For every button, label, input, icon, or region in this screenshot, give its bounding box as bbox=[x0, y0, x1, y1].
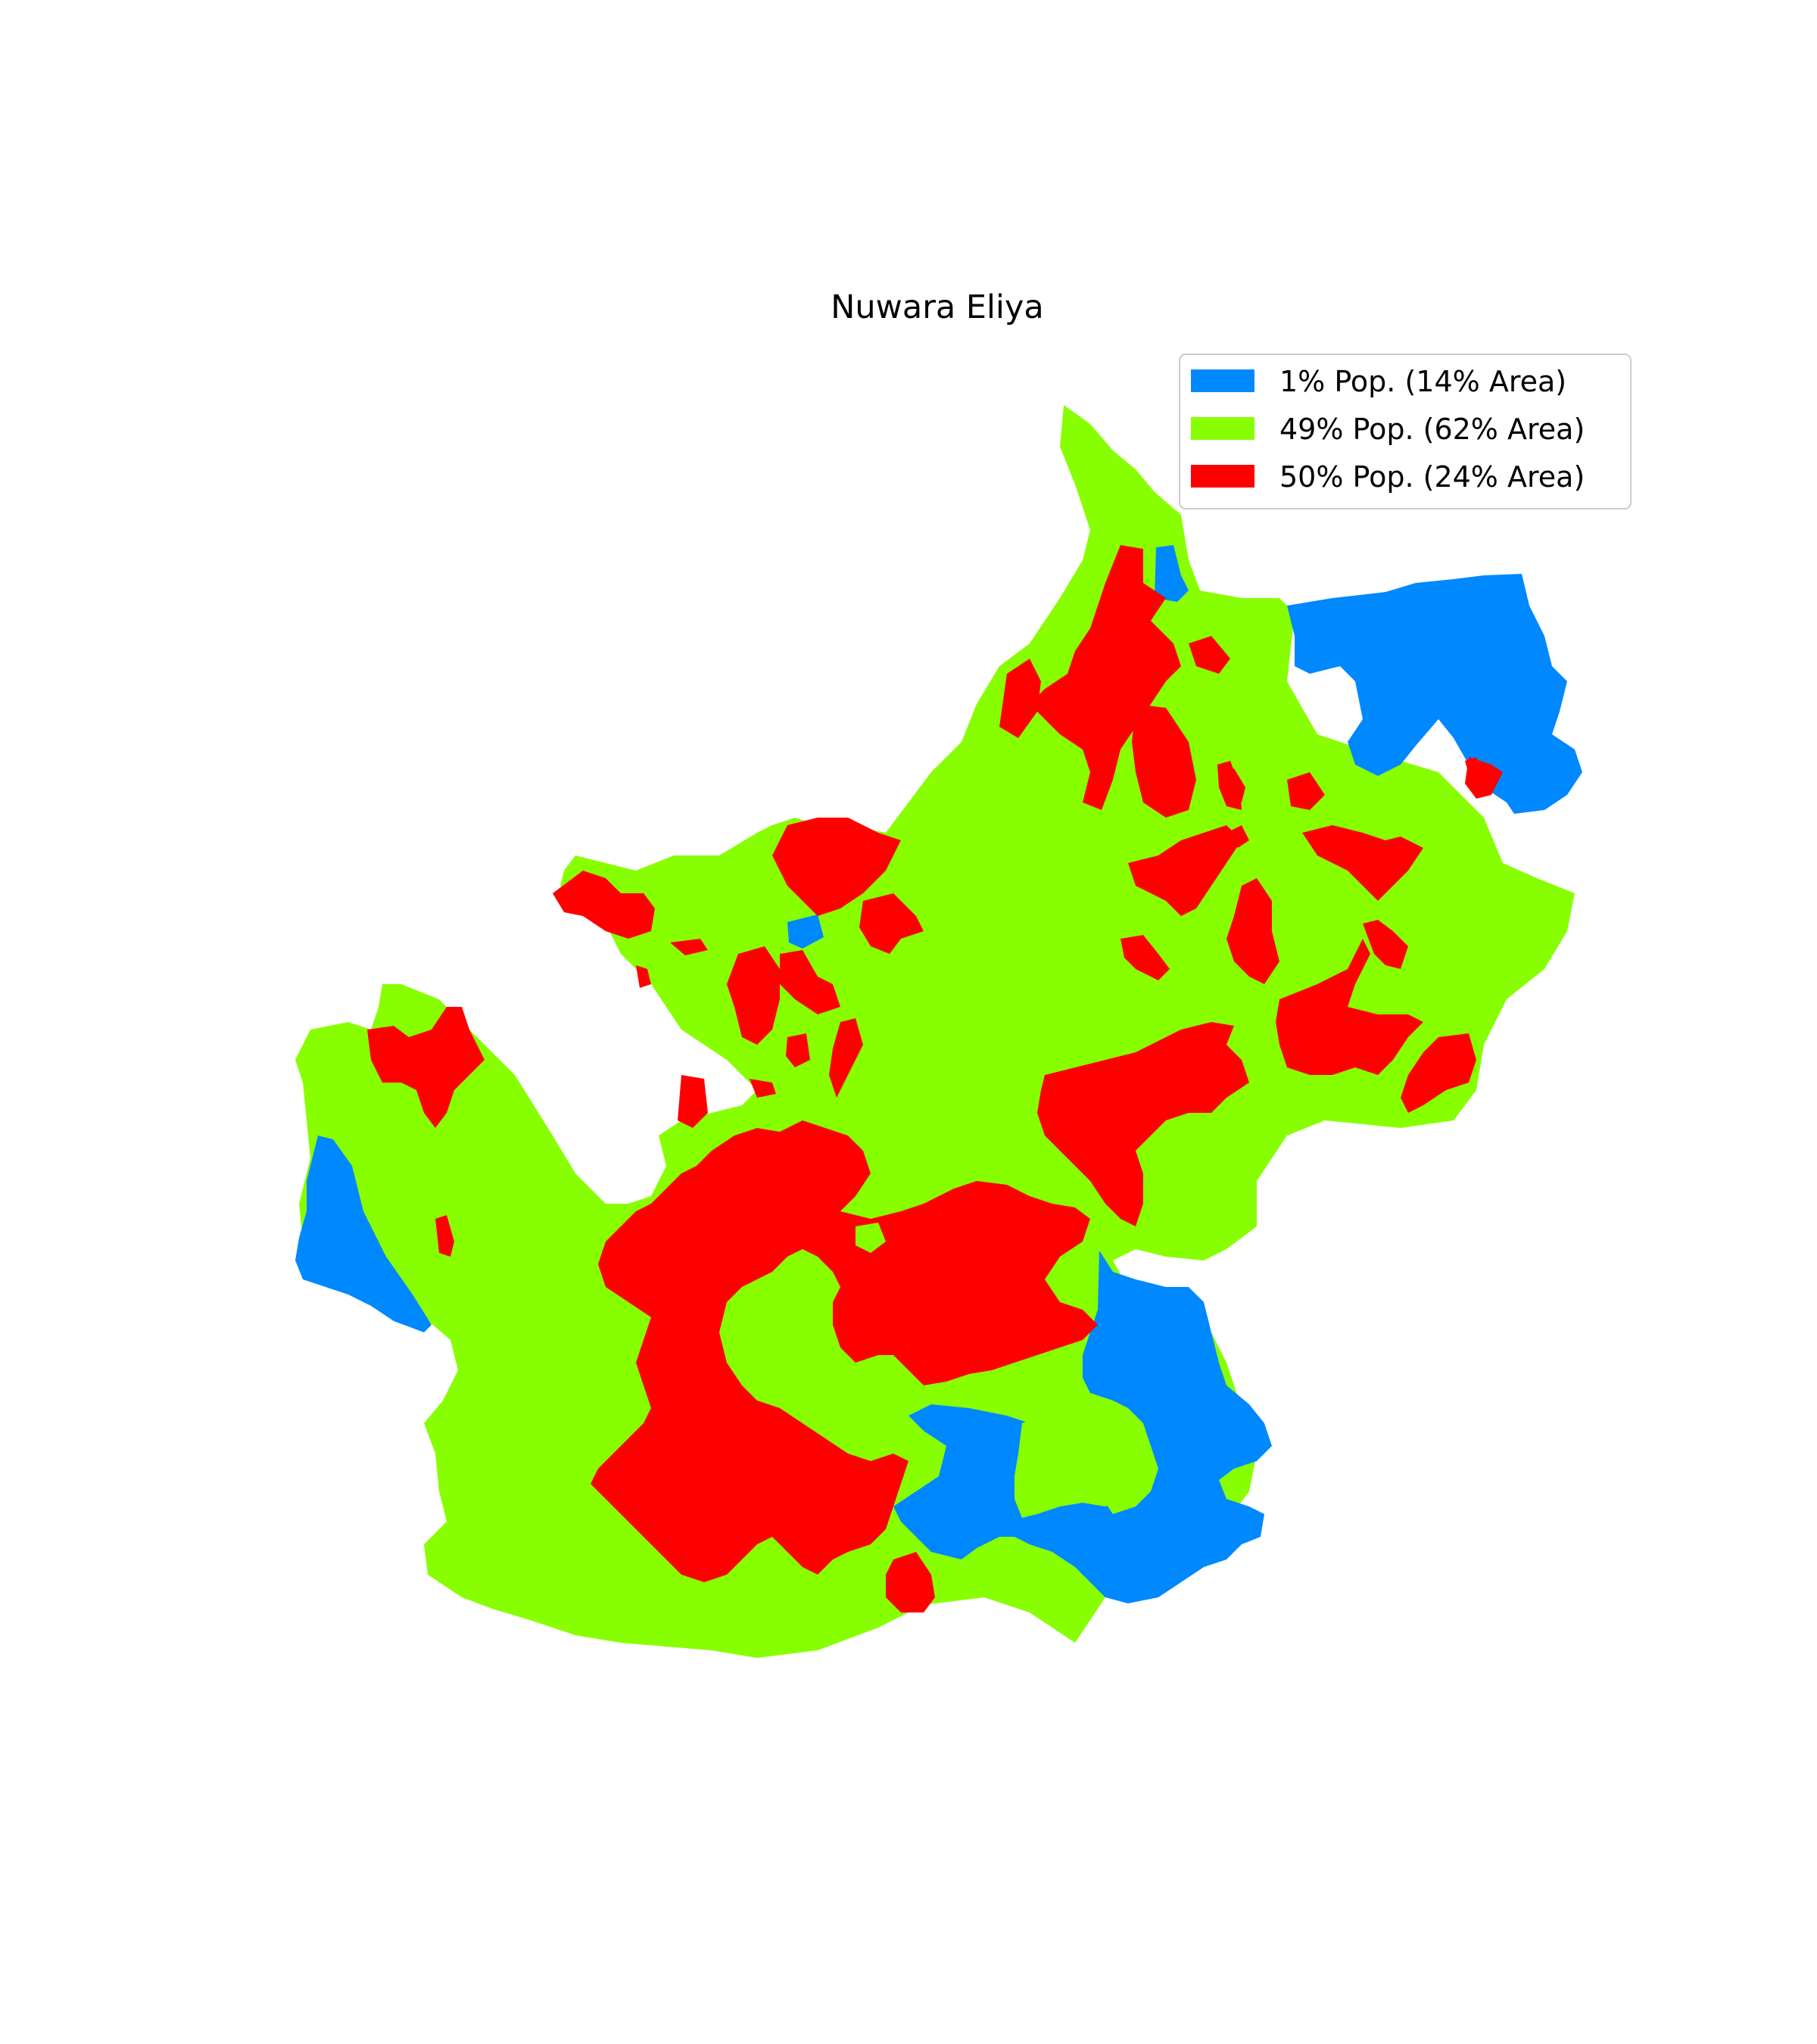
map-regions bbox=[295, 405, 1582, 1658]
region-red-north-small-a bbox=[1189, 636, 1230, 674]
region-red-east-edge bbox=[1401, 1033, 1476, 1113]
region-red-south-chunk bbox=[886, 1552, 935, 1612]
map-legend: 1% Pop. (14% Area) 49% Pop. (62% Area) 5… bbox=[1179, 354, 1632, 509]
region-red-westcentral-b bbox=[780, 950, 840, 1014]
region-green-core-pocket-small bbox=[856, 1223, 886, 1253]
region-red-eastcentral-c bbox=[1226, 878, 1279, 984]
region-red-westcentral-e bbox=[678, 1075, 708, 1128]
region-blue-southeast bbox=[893, 1251, 1272, 1603]
region-red-northwest-tiny bbox=[636, 965, 651, 988]
region-red-eastcentral-d bbox=[1226, 768, 1245, 802]
region-red-northwest-edge bbox=[553, 871, 655, 939]
legend-swatch-red bbox=[1191, 465, 1254, 488]
region-red-far-west bbox=[367, 1007, 485, 1128]
region-blue-central-patch bbox=[787, 915, 824, 949]
region-green-core-pocket bbox=[734, 1287, 825, 1416]
region-red-westcentral-f bbox=[750, 1079, 776, 1098]
region-red-central-core bbox=[591, 1120, 1098, 1582]
region-red-westcentral-c bbox=[829, 1018, 863, 1098]
region-red-upper-west-b bbox=[859, 893, 924, 954]
region-red-westcentral-a bbox=[727, 946, 780, 1045]
region-red-east-arm-b bbox=[1363, 920, 1408, 969]
legend-label-blue: 1% Pop. (14% Area) bbox=[1279, 365, 1566, 398]
region-red-eastcentral-b bbox=[1120, 935, 1170, 980]
region-blue-northeast bbox=[1287, 574, 1582, 814]
legend-label-red: 50% Pop. (24% Area) bbox=[1279, 460, 1585, 494]
legend-swatch-blue bbox=[1191, 369, 1254, 392]
region-red-north-cluster bbox=[1030, 545, 1181, 810]
region-red-east-arm-a bbox=[1302, 825, 1423, 901]
region-red-north-central-speck bbox=[1226, 825, 1249, 848]
region-red-east-arm-c bbox=[1276, 939, 1423, 1075]
region-red-eastcentral-e bbox=[1287, 772, 1325, 810]
region-red-north-small-b bbox=[1217, 761, 1242, 810]
region-blue-north-tip bbox=[1155, 545, 1189, 602]
region-red-northwest-small bbox=[670, 939, 708, 955]
region-red-north-east-spot bbox=[1132, 704, 1196, 818]
region-green-district-base bbox=[295, 405, 1575, 1658]
legend-swatch-green bbox=[1191, 417, 1254, 440]
region-red-central-east-band bbox=[1037, 1022, 1249, 1226]
map-title: Nuwara Eliya bbox=[831, 288, 1044, 326]
region-red-eastcentral-a bbox=[1128, 825, 1242, 916]
region-red-ne-sliver bbox=[1465, 757, 1484, 787]
region-red-westcentral-d bbox=[786, 1033, 810, 1067]
legend-label-green: 49% Pop. (62% Area) bbox=[1279, 413, 1585, 446]
region-blue-west bbox=[295, 1136, 432, 1332]
region-green-southeast-pocket bbox=[1014, 1401, 1143, 1518]
legend-frame bbox=[1179, 354, 1632, 509]
region-red-far-west-small bbox=[435, 1215, 454, 1257]
region-red-north-west-spot bbox=[999, 659, 1041, 738]
region-red-upper-west bbox=[772, 818, 901, 916]
